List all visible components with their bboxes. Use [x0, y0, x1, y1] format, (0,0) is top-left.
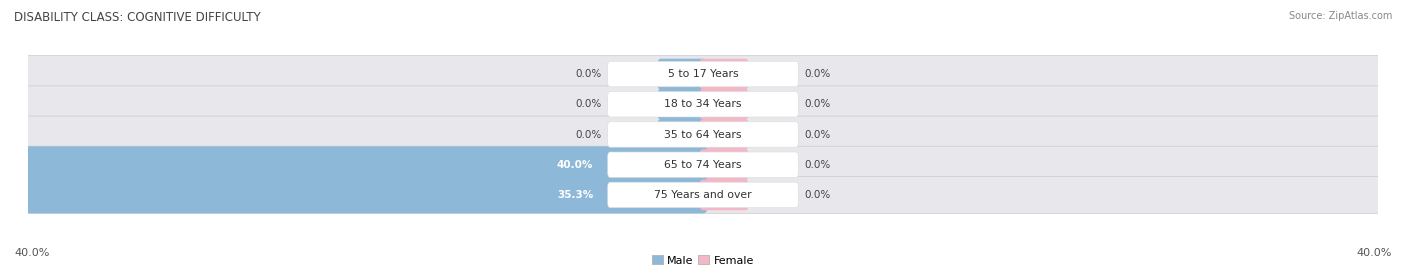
FancyBboxPatch shape: [607, 122, 799, 147]
FancyBboxPatch shape: [658, 59, 706, 90]
Text: 0.0%: 0.0%: [804, 190, 831, 200]
Text: 40.0%: 40.0%: [557, 160, 593, 170]
FancyBboxPatch shape: [22, 176, 1384, 213]
Text: 75 Years and over: 75 Years and over: [654, 190, 752, 200]
Text: 0.0%: 0.0%: [575, 99, 602, 109]
FancyBboxPatch shape: [607, 182, 799, 208]
FancyBboxPatch shape: [658, 89, 706, 120]
FancyBboxPatch shape: [22, 86, 1384, 123]
Text: 40.0%: 40.0%: [1357, 248, 1392, 258]
FancyBboxPatch shape: [607, 92, 799, 117]
Text: 40.0%: 40.0%: [14, 248, 49, 258]
Text: 0.0%: 0.0%: [804, 69, 831, 79]
FancyBboxPatch shape: [607, 61, 799, 87]
Text: 35.3%: 35.3%: [557, 190, 593, 200]
FancyBboxPatch shape: [22, 56, 1384, 93]
Text: 5 to 17 Years: 5 to 17 Years: [668, 69, 738, 79]
FancyBboxPatch shape: [700, 149, 748, 180]
Text: 0.0%: 0.0%: [804, 129, 831, 140]
FancyBboxPatch shape: [658, 119, 706, 150]
FancyBboxPatch shape: [607, 152, 799, 177]
FancyBboxPatch shape: [700, 119, 748, 150]
Text: 35 to 64 Years: 35 to 64 Years: [664, 129, 742, 140]
FancyBboxPatch shape: [700, 179, 748, 210]
Text: Source: ZipAtlas.com: Source: ZipAtlas.com: [1288, 11, 1392, 21]
FancyBboxPatch shape: [22, 116, 1384, 153]
Text: 65 to 74 Years: 65 to 74 Years: [664, 160, 742, 170]
Text: 18 to 34 Years: 18 to 34 Years: [664, 99, 742, 109]
FancyBboxPatch shape: [22, 176, 709, 213]
FancyBboxPatch shape: [700, 59, 748, 90]
FancyBboxPatch shape: [22, 146, 709, 183]
Text: DISABILITY CLASS: COGNITIVE DIFFICULTY: DISABILITY CLASS: COGNITIVE DIFFICULTY: [14, 11, 260, 24]
Text: 0.0%: 0.0%: [575, 129, 602, 140]
Text: 0.0%: 0.0%: [804, 99, 831, 109]
FancyBboxPatch shape: [700, 89, 748, 120]
Text: 0.0%: 0.0%: [575, 69, 602, 79]
FancyBboxPatch shape: [22, 146, 1384, 183]
Legend: Male, Female: Male, Female: [647, 251, 759, 269]
Text: 0.0%: 0.0%: [804, 160, 831, 170]
